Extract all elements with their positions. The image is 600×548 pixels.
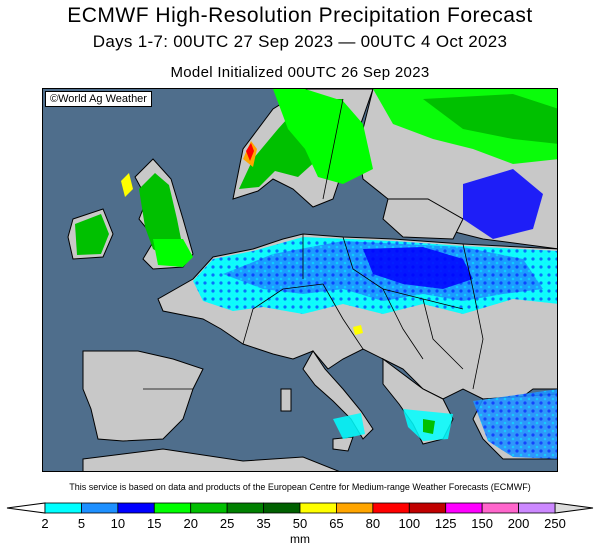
legend-tick-label: 20 — [183, 516, 197, 531]
legend-swatch — [190, 502, 228, 514]
legend-swatch — [408, 502, 447, 514]
legend-swatch — [81, 502, 119, 514]
legend-swatch — [226, 502, 264, 514]
legend-swatch — [44, 502, 82, 514]
legend-tick-label: 150 — [471, 516, 493, 531]
map-canvas — [67, 89, 557, 471]
legend-tick-label: 25 — [220, 516, 234, 531]
legend-high-arrow — [554, 502, 594, 514]
legend-tick-label: 125 — [435, 516, 457, 531]
precipitation-map — [42, 88, 558, 472]
sicily — [332, 436, 354, 452]
iberia — [82, 350, 204, 442]
legend-tick-label: 200 — [508, 516, 530, 531]
legend-tick-label: 2 — [41, 516, 48, 531]
country-borders — [143, 98, 484, 390]
model-init-time: Model Initialized 00UTC 26 Sep 2023 — [170, 64, 430, 81]
copyright-label: ©World Ag Weather — [45, 91, 152, 107]
legend-swatch — [263, 502, 301, 514]
legend-tick-label: 10 — [111, 516, 125, 531]
legend-tick-label: 5 — [78, 516, 85, 531]
legend-swatch — [117, 502, 155, 514]
legend-tick-label: 80 — [366, 516, 380, 531]
sardinia — [280, 388, 292, 412]
ecmwf-disclaimer: This service is based on data and produc… — [69, 482, 531, 492]
legend-swatch — [299, 502, 337, 514]
legend-swatch — [445, 502, 483, 514]
legend-swatch — [372, 502, 410, 514]
precipitation-fields — [75, 89, 557, 459]
baltic-states — [382, 198, 464, 240]
legend-swatch — [153, 502, 192, 514]
legend-colorbar: 2 5 10 15 20 25 35 50 65 80 100 125 150 200 250 — [6, 502, 594, 531]
legend-unit: mm — [290, 532, 310, 546]
legend-swatch — [518, 502, 556, 514]
legend-tick-label: 35 — [256, 516, 270, 531]
legend-tick-label: 15 — [147, 516, 161, 531]
legend-bar — [6, 502, 594, 514]
north-africa — [82, 448, 340, 471]
legend-swatch — [481, 502, 519, 514]
map-title: ECMWF High-Resolution Precipitation Fore… — [67, 4, 533, 27]
legend-tick-label: 250 — [544, 516, 566, 531]
legend-swatch — [336, 502, 374, 514]
legend-tick-label: 65 — [329, 516, 343, 531]
forecast-period: Days 1-7: 00UTC 27 Sep 2023 — 00UTC 4 Oc… — [92, 32, 508, 51]
legend-tick-label: 100 — [398, 516, 420, 531]
legend-low-arrow — [6, 502, 46, 514]
legend-tick-label: 50 — [293, 516, 307, 531]
legend-tick-labels: 2 5 10 15 20 25 35 50 65 80 100 125 150 200 250 — [41, 516, 565, 531]
